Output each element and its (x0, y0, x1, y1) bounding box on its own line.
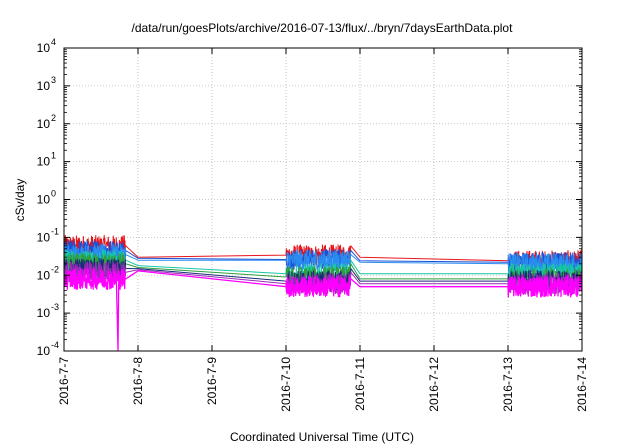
series-line (64, 243, 582, 275)
x-tick-label: 2016-7-12 (427, 357, 441, 412)
chart-title: /data/run/goesPlots/archive/2016-07-13/f… (132, 21, 514, 35)
y-tick-label: 10 (37, 41, 51, 55)
y-tick-label: 10 (37, 306, 51, 320)
y-tick-exponent: 2 (51, 113, 56, 123)
x-tick-label: 2016-7-7 (57, 357, 71, 405)
y-tick-label: 10 (37, 193, 51, 207)
y-tick-label: 10 (37, 117, 51, 131)
y-tick-exponent: -3 (51, 302, 59, 312)
y-tick-label: 10 (37, 268, 51, 282)
x-axis-label: Coordinated Universal Time (UTC) (230, 430, 414, 444)
series-layer (64, 234, 582, 351)
y-tick-label: 10 (37, 155, 51, 169)
y-tick-exponent: 4 (51, 37, 56, 47)
y-tick-exponent: 3 (51, 75, 56, 85)
axes: 2016-7-7 2016-7-8 2016-7-9 2016-7-10 2016-7-… (37, 37, 589, 412)
series-line (64, 267, 582, 351)
y-tick-label: 10 (37, 79, 51, 93)
x-tick-label: 2016-7-9 (205, 357, 219, 405)
y-tick-label: 10 (37, 230, 51, 244)
y-tick-label: 10 (37, 344, 51, 358)
x-tick-label: 2016-7-10 (279, 357, 293, 412)
x-tick-label: 2016-7-13 (501, 357, 515, 412)
y-tick-exponent: -2 (51, 264, 59, 274)
y-axis-label: cSv/day (13, 179, 27, 222)
y-tick-exponent: 0 (51, 189, 56, 199)
y-tick-exponent: 1 (51, 151, 56, 161)
y-tick-exponent: -1 (51, 226, 59, 236)
x-tick-label: 2016-7-11 (353, 357, 367, 411)
x-tick-label: 2016-7-8 (131, 357, 145, 405)
x-tick-label: 2016-7-14 (575, 357, 589, 412)
y-tick-exponent: -4 (51, 340, 59, 350)
grid-lines (64, 48, 582, 351)
